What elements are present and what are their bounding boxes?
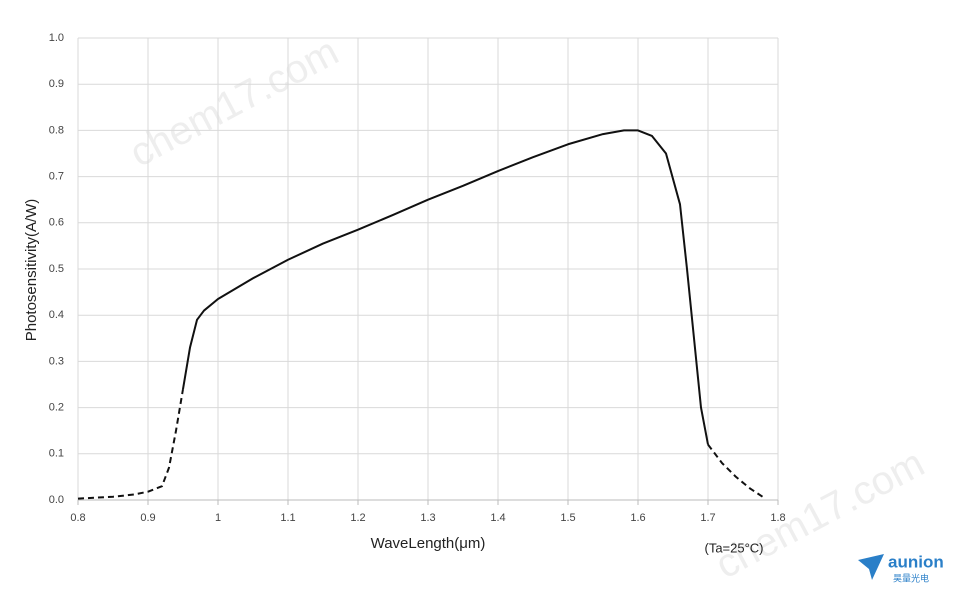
x-tick-label: 1.5 [560, 512, 575, 524]
y-tick-label: 0.6 [49, 217, 64, 229]
x-tick-label: 0.9 [140, 512, 155, 524]
x-tick-label: 0.8 [70, 512, 85, 524]
watermark: chem17.com [123, 29, 346, 175]
y-tick-label: 1.0 [49, 32, 64, 44]
x-tick-label: 1.2 [350, 512, 365, 524]
y-tick-label: 0.5 [49, 263, 64, 275]
logo-name: aunion [888, 552, 944, 571]
data-line [77, 388, 184, 500]
x-tick-label: 1.1 [280, 512, 295, 524]
data-line [182, 129, 709, 445]
y-tick-label: 0.2 [49, 402, 64, 414]
x-tick-label: 1.7 [700, 512, 715, 524]
y-tick-label: 0.0 [49, 494, 64, 506]
annotation: (Ta=25°C) [704, 540, 763, 555]
y-tick-label: 0.9 [49, 78, 64, 90]
x-axis-label: WaveLength(μm) [371, 535, 486, 552]
y-tick-label: 0.3 [49, 355, 64, 367]
x-tick-label: 1.8 [770, 512, 785, 524]
x-tick-label: 1 [215, 512, 221, 524]
x-tick-label: 1.6 [630, 512, 645, 524]
x-tick-label: 1.4 [490, 512, 505, 524]
y-axis-label: Photosensitivity(A/W) [23, 199, 40, 342]
x-tick-label: 1.3 [420, 512, 435, 524]
y-tick-label: 0.4 [49, 309, 64, 321]
logo-subtitle: 昊量光电 [893, 572, 929, 583]
data-line [707, 443, 765, 499]
y-tick-label: 0.7 [49, 171, 64, 183]
y-tick-label: 0.1 [49, 448, 64, 460]
logo-icon [858, 554, 884, 580]
y-tick-label: 0.8 [49, 124, 64, 136]
